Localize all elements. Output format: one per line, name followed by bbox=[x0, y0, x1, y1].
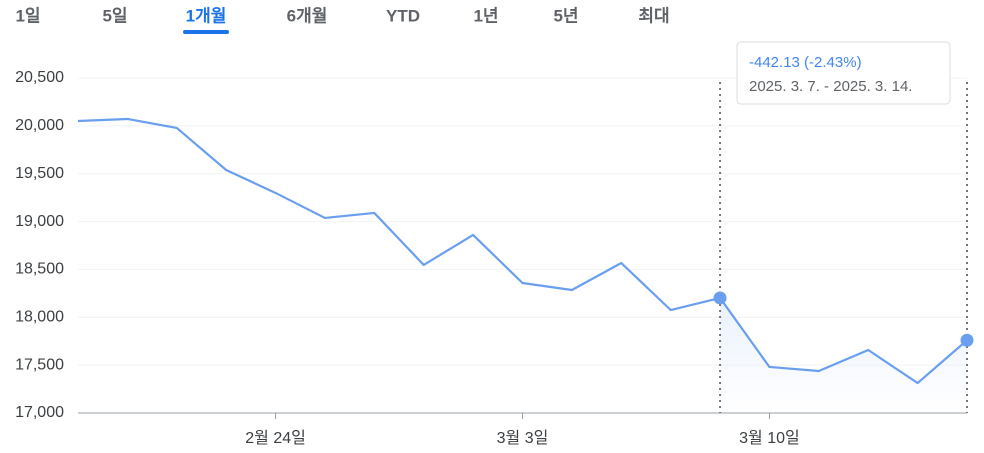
range-tab[interactable]: YTD bbox=[386, 6, 420, 25]
range-tab[interactable]: 1개월 bbox=[186, 6, 227, 25]
tooltip-change: -442.13 (-2.43%) bbox=[749, 54, 862, 71]
range-tabs: 1일 5일 1개월 6개월 YTD 1년 5년 최대 bbox=[15, 6, 670, 34]
range-tab[interactable]: 1일 bbox=[15, 6, 40, 25]
range-tab[interactable]: 5일 bbox=[102, 6, 127, 25]
grid: 17,000 17,500 18,000 18,500 19,000 19,500 20,0… bbox=[15, 69, 967, 447]
x-tick-label: 2월 24일 bbox=[245, 429, 306, 447]
x-tick-label: 3월 10일 bbox=[739, 429, 800, 447]
tooltip: -442.13 (-2.43%) 2025. 3. 7. - 2025. 3. … bbox=[736, 41, 951, 105]
selection-point bbox=[713, 291, 727, 305]
y-tick-label: 18,500 bbox=[15, 261, 64, 278]
y-tick-label: 17,500 bbox=[15, 356, 64, 373]
range-tab[interactable]: 6개월 bbox=[287, 6, 328, 25]
selection-shade bbox=[720, 297, 967, 413]
tooltip-box bbox=[736, 41, 951, 105]
selection-point bbox=[960, 333, 974, 347]
range-tab[interactable]: 5년 bbox=[553, 6, 578, 25]
y-tick-label: 18,000 bbox=[15, 309, 64, 326]
range-tab[interactable]: 최대 bbox=[638, 6, 669, 25]
tooltip-range: 2025. 3. 7. - 2025. 3. 14. bbox=[749, 78, 912, 95]
plot bbox=[77, 82, 974, 413]
y-tick-label: 20,000 bbox=[15, 117, 64, 134]
x-tick-label: 3월 3일 bbox=[497, 429, 549, 447]
y-tick-label: 17,000 bbox=[15, 404, 64, 421]
price-line bbox=[77, 117, 968, 385]
tab-underline bbox=[183, 30, 229, 34]
y-tick-label: 20,500 bbox=[15, 69, 64, 86]
range-tab[interactable]: 1년 bbox=[473, 6, 498, 25]
y-tick-label: 19,500 bbox=[15, 165, 64, 182]
y-tick-label: 19,000 bbox=[15, 213, 64, 230]
